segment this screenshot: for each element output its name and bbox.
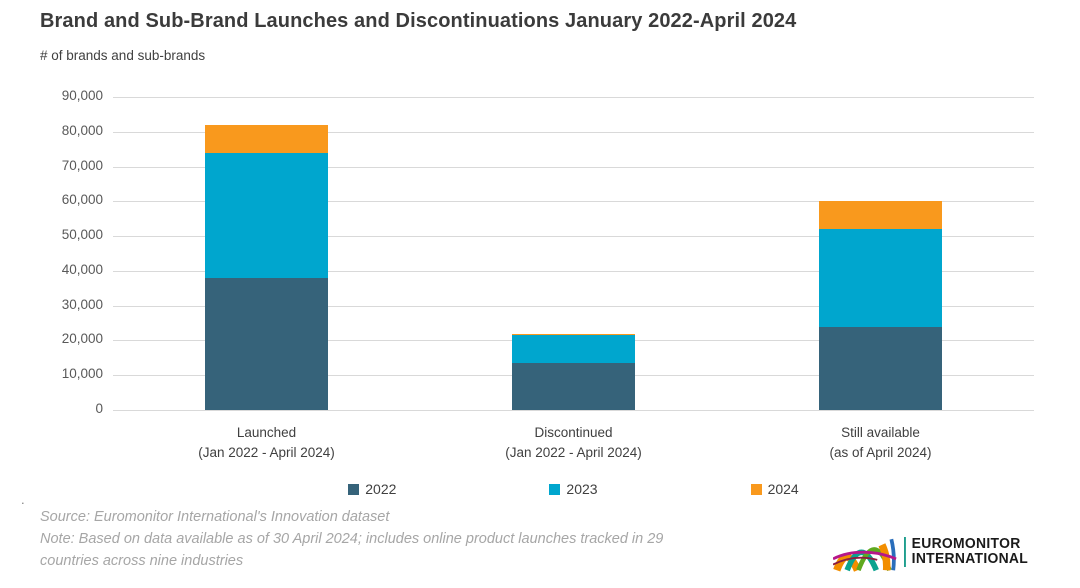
bar-segment-2024 [512, 333, 635, 336]
y-tick-label: 40,000 [61, 261, 103, 277]
legend-swatch-2024 [750, 483, 762, 495]
logo-line-1: EUROMONITOR [911, 536, 1021, 552]
legend-label-2022: 2022 [365, 481, 397, 497]
gridline-50000 [113, 236, 1034, 238]
y-tick-label: 70,000 [61, 157, 103, 173]
y-tick-label: 90,000 [61, 88, 103, 103]
category-label: Launched (Jan 2022 - April 2024) [107, 423, 427, 463]
bar-segment-2022 [512, 363, 635, 410]
legend-swatch-2022 [348, 483, 360, 495]
x-axis-labels: Launched (Jan 2022 - April 2024) Discontin… [113, 423, 1034, 469]
bar-segment-2022 [205, 277, 328, 410]
gridline-40000 [113, 270, 1034, 272]
bar-segment-2024 [819, 201, 942, 230]
gridline-60000 [113, 201, 1034, 203]
y-tick-label: 60,000 [61, 192, 103, 208]
legend-item-2024: 2024 [750, 481, 799, 497]
legend-item-2022: 2022 [348, 481, 396, 497]
euromonitor-logo: EUROMONITOR INTERNATIONAL [832, 526, 1033, 578]
y-tick-label: 10,000 [61, 366, 103, 382]
legend-item-2023: 2023 [549, 481, 598, 497]
euromonitor-arcs-icon [832, 526, 897, 578]
source-line: Source: Euromonitor International's Inno… [40, 509, 390, 525]
bar-segment-2024 [205, 124, 328, 153]
gridline-70000 [113, 166, 1034, 168]
plot-area [113, 97, 1034, 411]
chart-subtitle: # of brands and sub-brands [40, 48, 206, 63]
gridline-90000 [113, 97, 1034, 98]
stray-dot: . [21, 492, 25, 507]
note-line-2: countries across nine industries [40, 553, 244, 569]
y-tick-label: 50,000 [61, 227, 103, 243]
bar-discontinued [512, 333, 635, 410]
category-label-line1: Launched [236, 425, 297, 440]
y-tick-label: 20,000 [61, 331, 103, 347]
category-label-line2: (Jan 2022 - April 2024) [505, 445, 642, 460]
logo-line-2: INTERNATIONAL [911, 551, 1029, 567]
y-tick-label: 80,000 [61, 122, 103, 138]
note-line-1: Note: Based on data available as of 30 A… [40, 531, 664, 547]
legend-swatch-2023 [549, 483, 561, 495]
legend-label-2024: 2024 [767, 481, 799, 497]
chart-legend: 2022 2023 2024 [113, 481, 1034, 497]
bar-still-available [819, 201, 942, 410]
page-title: Brand and Sub-Brand Launches and Discont… [40, 10, 797, 32]
bar-segment-2023 [205, 152, 328, 278]
logo-wordmark: EUROMONITOR INTERNATIONAL [904, 537, 1028, 567]
footer-notes: Source: Euromonitor International's Inno… [40, 506, 740, 572]
bar-segment-2023 [819, 229, 942, 327]
gridline-0 [113, 410, 1034, 411]
category-label: Still available (as of April 2024) [721, 423, 1041, 463]
legend-label-2023: 2023 [566, 481, 598, 497]
gridline-80000 [113, 131, 1034, 133]
category-label-line1: Still available [841, 425, 920, 440]
bar-segment-2023 [512, 335, 635, 364]
y-tick-label: 30,000 [61, 296, 103, 312]
gridline-30000 [113, 305, 1034, 307]
bar-launched [205, 124, 328, 410]
category-label-line2: (Jan 2022 - April 2024) [198, 445, 335, 460]
category-label-line1: Discontinued [534, 425, 613, 440]
bar-segment-2022 [819, 326, 942, 410]
category-label: Discontinued (Jan 2022 - April 2024) [414, 423, 734, 463]
category-label-line2: (as of April 2024) [829, 445, 932, 460]
y-tick-label: 0 [95, 401, 103, 416]
